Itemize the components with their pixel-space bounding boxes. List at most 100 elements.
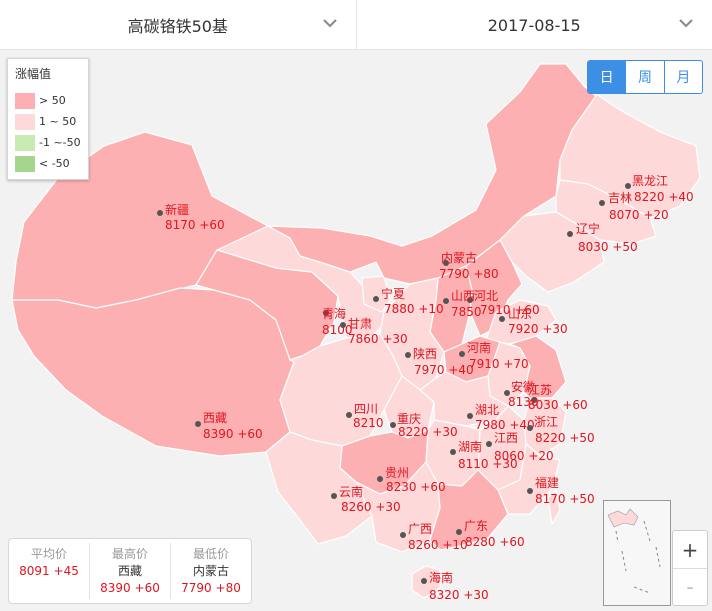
legend-label: > 50 [39,94,66,107]
province-name-label: 重庆 [397,412,421,426]
province-marker[interactable] [390,422,396,428]
inset-map [607,508,661,594]
chevron-down-icon [679,19,693,28]
tab-week[interactable]: 周 [625,61,663,93]
province-name-label: 西藏 [203,411,227,425]
province-marker[interactable] [459,351,465,357]
province-value-label: 8030 +60 [528,398,588,412]
province-value-label: 8320 +30 [429,588,489,602]
tab-day[interactable]: 日 [588,61,626,93]
province-宁夏[interactable] [361,275,391,313]
summary-title: 平均价 [30,547,67,561]
province-marker[interactable] [567,231,573,237]
province-name-label: 广西 [408,522,432,536]
province-marker[interactable] [157,210,163,216]
legend-label: 1 ~ 50 [39,115,77,128]
province-marker[interactable] [340,322,346,328]
province-value-label: 7850 [451,305,482,319]
product-selector[interactable]: 高碳铬铁50基 [0,0,356,50]
province-value-label: 8210 [353,416,384,430]
province-marker[interactable] [405,352,411,358]
summary-province: 西藏 [117,564,142,578]
date-selector[interactable]: 2017-08-15 [355,0,712,50]
province-name-label: 吉林 [608,191,632,205]
province-湖北[interactable] [419,371,509,427]
top-selector-bar: 高碳铬铁50基 2017-08-15 [0,0,712,50]
province-name-label: 海南 [429,570,453,585]
china-price-map[interactable]: 新疆 8170 +60 西藏 8390 +60 青海 8100 甘肃 7860 +30 宁夏 78… [0,50,712,611]
province-marker[interactable] [456,529,462,535]
legend-item[interactable]: > 50 [15,90,81,111]
province-吉林[interactable] [555,179,657,245]
province-name-label: 江苏 [528,383,552,397]
province-value-label: 8390 +60 [203,427,263,441]
legend-item[interactable]: -1 ~-50 [15,132,81,153]
province-value-label: 8220 +40 [634,190,694,204]
province-marker[interactable] [486,441,492,447]
date-selector-value: 2017-08-15 [487,15,581,35]
province-福建[interactable] [497,443,561,515]
province-marker[interactable] [443,298,449,304]
zoom-in-button[interactable]: + [681,537,699,562]
province-marker[interactable] [400,532,406,538]
zoom-out-button[interactable]: - [673,568,707,605]
province-marker[interactable] [527,488,533,494]
province-value-label: 8260 +30 [341,500,401,514]
province-marker[interactable] [504,390,510,396]
province-marker[interactable] [331,493,337,499]
province-name-label: 甘肃 [348,317,372,331]
south-china-sea-inset [603,500,671,606]
province-marker[interactable] [625,183,631,189]
province-name-label: 内蒙古 [441,250,477,265]
province-marker[interactable] [323,310,329,316]
province-value-label: 8170 +60 [165,218,225,232]
legend-label: -1 ~-50 [39,136,81,149]
province-marker[interactable] [450,449,456,455]
province-marker[interactable] [467,297,473,303]
province-marker[interactable] [599,200,605,206]
province-name-label: 辽宁 [576,221,600,236]
tab-month[interactable]: 月 [663,61,702,93]
province-name-label: 山西 [451,289,475,303]
province-marker[interactable] [346,412,352,418]
summary-average: 平均价 8091 +45 [9,543,89,599]
province-marker[interactable] [195,421,201,427]
summary-title: 最高价 [111,547,148,561]
province-name-label: 河北 [474,289,498,303]
price-summary: 平均价 8091 +45 最高价 西藏 8390 +60 最低价 内蒙古 779… [8,538,252,604]
province-name-label: 湖南 [458,439,482,454]
province-value-label: 8220 +50 [535,431,595,445]
legend-swatch [15,134,35,151]
province-name-label: 山东 [508,307,532,321]
summary-province: 内蒙古 [192,564,229,578]
province-value-label: 8220 +30 [398,425,458,439]
province-name-label: 江西 [494,431,518,445]
province-marker[interactable] [467,413,473,419]
province-value-label: 7970 +40 [414,363,474,377]
province-value-label: 8130 [508,395,539,409]
province-value-label: 7920 +30 [508,322,568,336]
province-value-label: 7860 +30 [348,332,408,346]
province-marker[interactable] [373,296,379,302]
province-广东[interactable] [429,469,509,551]
province-marker[interactable] [443,260,449,266]
legend-swatch [15,92,35,109]
summary-title: 最低价 [192,547,229,561]
legend-item[interactable]: 1 ~ 50 [15,111,81,132]
province-name-label: 福建 [535,475,559,490]
legend-swatch [15,155,35,172]
province-name-label: 贵州 [385,466,409,480]
province-name-label: 四川 [354,402,378,416]
province-name-label: 宁夏 [381,286,405,301]
province-taiwan[interactable] [547,489,561,525]
legend-item[interactable]: < -50 [15,153,81,174]
province-marker[interactable] [377,476,383,482]
province-marker[interactable] [531,397,537,403]
summary-value: 8091 +45 [19,564,79,578]
province-marker[interactable] [499,316,505,322]
province-marker[interactable] [421,578,427,584]
province-marker[interactable] [527,425,533,431]
zoom-controls: + - [672,530,708,606]
